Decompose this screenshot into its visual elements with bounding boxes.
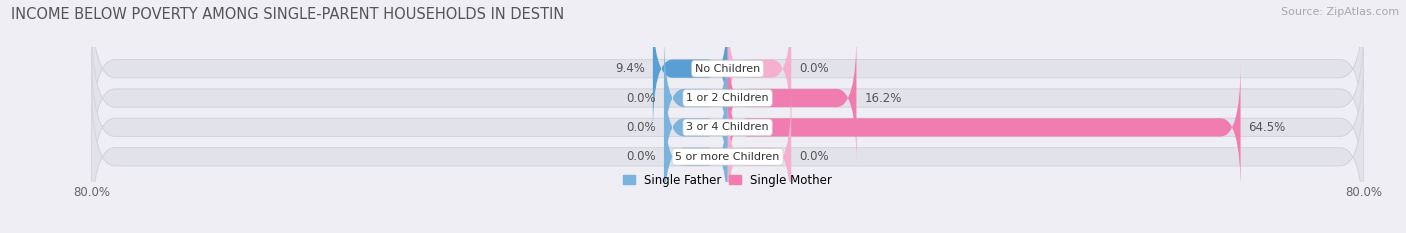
Text: 1 or 2 Children: 1 or 2 Children <box>686 93 769 103</box>
Text: 0.0%: 0.0% <box>627 150 657 163</box>
FancyBboxPatch shape <box>728 34 856 162</box>
Text: 64.5%: 64.5% <box>1249 121 1285 134</box>
FancyBboxPatch shape <box>91 0 1364 148</box>
FancyBboxPatch shape <box>664 63 728 192</box>
Text: No Children: No Children <box>695 64 761 74</box>
Text: 0.0%: 0.0% <box>627 92 657 105</box>
Text: 5 or more Children: 5 or more Children <box>675 152 780 162</box>
FancyBboxPatch shape <box>652 4 728 133</box>
FancyBboxPatch shape <box>91 48 1364 206</box>
Text: 3 or 4 Children: 3 or 4 Children <box>686 122 769 132</box>
FancyBboxPatch shape <box>728 63 1240 192</box>
FancyBboxPatch shape <box>664 34 728 162</box>
FancyBboxPatch shape <box>664 93 728 221</box>
FancyBboxPatch shape <box>91 19 1364 177</box>
FancyBboxPatch shape <box>91 78 1364 233</box>
Text: 9.4%: 9.4% <box>614 62 645 75</box>
Text: 0.0%: 0.0% <box>799 150 828 163</box>
Text: 0.0%: 0.0% <box>627 121 657 134</box>
Text: Source: ZipAtlas.com: Source: ZipAtlas.com <box>1281 7 1399 17</box>
Text: 16.2%: 16.2% <box>865 92 901 105</box>
Legend: Single Father, Single Mother: Single Father, Single Mother <box>623 174 832 187</box>
Text: INCOME BELOW POVERTY AMONG SINGLE-PARENT HOUSEHOLDS IN DESTIN: INCOME BELOW POVERTY AMONG SINGLE-PARENT… <box>11 7 564 22</box>
Text: 0.0%: 0.0% <box>799 62 828 75</box>
FancyBboxPatch shape <box>728 4 792 133</box>
FancyBboxPatch shape <box>728 93 792 221</box>
